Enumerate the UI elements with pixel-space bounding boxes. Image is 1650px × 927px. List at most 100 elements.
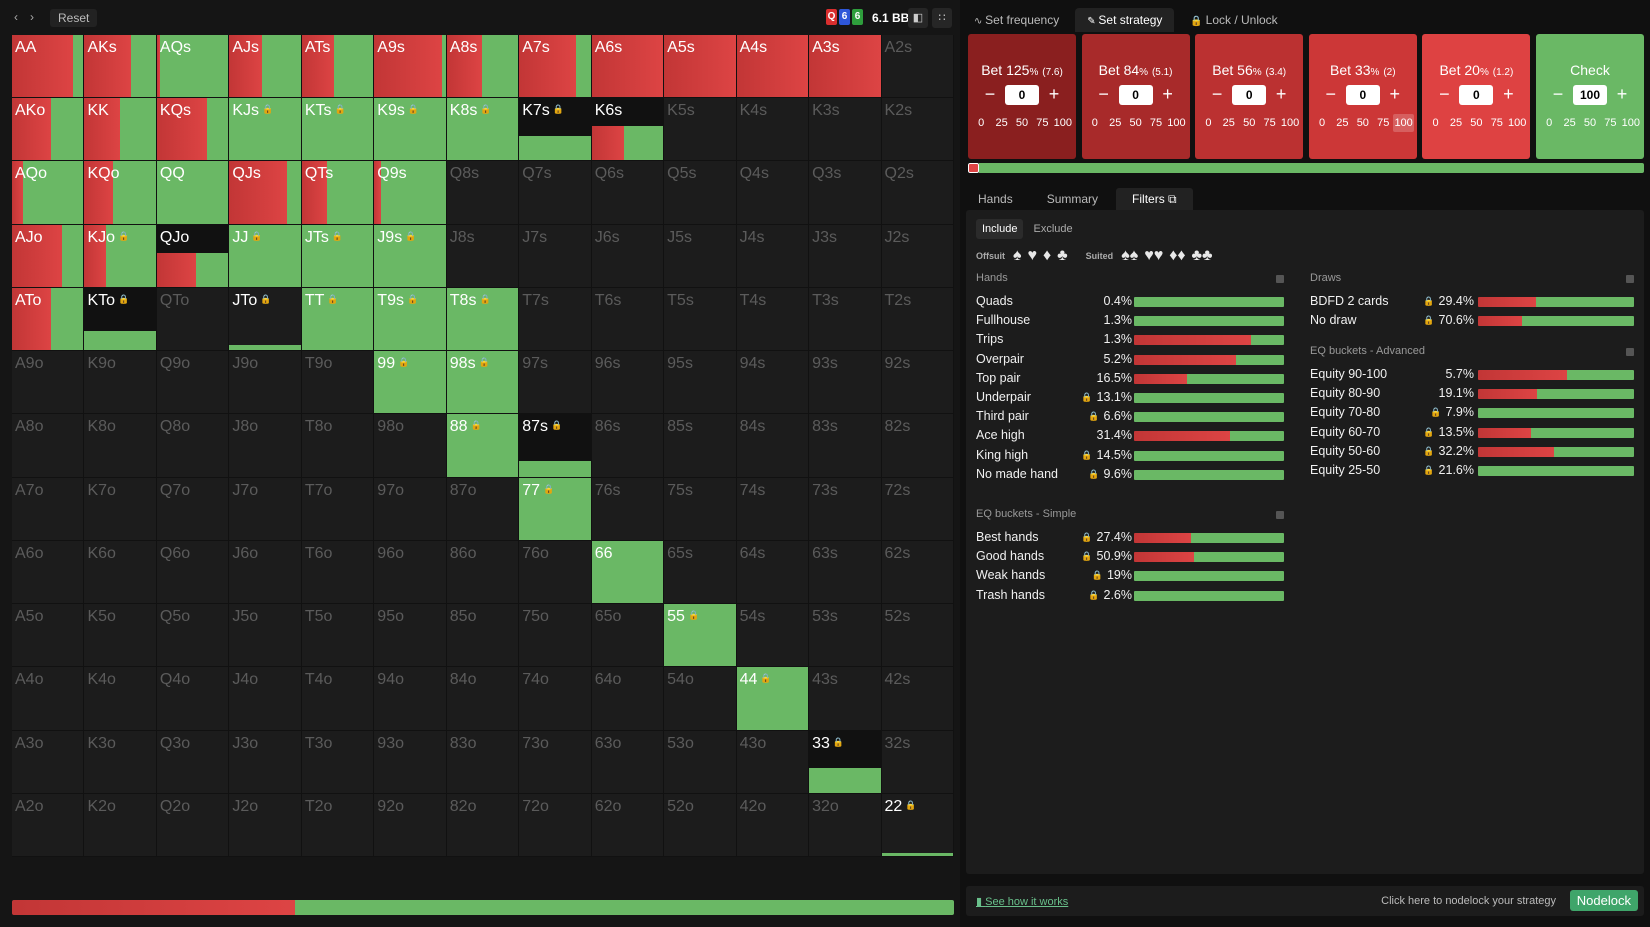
quick-value-75[interactable]: 75 (1149, 117, 1163, 129)
hand-cell-44[interactable]: 44 🔒 (736, 667, 810, 731)
quick-value-25[interactable]: 25 (1449, 117, 1463, 129)
tab-filters[interactable]: Filters ⧉ (1116, 188, 1193, 210)
hand-cell-K8o[interactable]: K8o (84, 414, 157, 478)
hand-cell-Q7s[interactable]: Q7s (519, 161, 592, 225)
hand-cell-KTs[interactable]: KTs 🔒 (301, 98, 375, 162)
filter-row-no-made-hand[interactable]: No made hand 🔒 9.6% (976, 465, 1284, 484)
plus-icon[interactable]: + (1048, 84, 1060, 104)
hand-cell-K3o[interactable]: K3o (84, 730, 157, 794)
quick-value-0[interactable]: 0 (1091, 117, 1098, 129)
hand-cell-T8s[interactable]: T8s 🔒 (446, 287, 520, 352)
hand-cell-J6s[interactable]: J6s (591, 224, 665, 288)
hand-cell-96o[interactable]: 96o (374, 540, 447, 605)
hand-cell-ATs[interactable]: ATs (301, 35, 375, 99)
hand-cell-82o[interactable]: 82o (446, 793, 520, 857)
hand-cell-K7o[interactable]: K7o (84, 477, 157, 541)
hand-cell-73s[interactable]: 73s (809, 477, 882, 541)
quick-value-100[interactable]: 100 (1280, 117, 1300, 129)
hand-cell-65o[interactable]: 65o (591, 604, 665, 668)
hand-cell-Q3s[interactable]: Q3s (809, 161, 882, 225)
minus-icon[interactable]: − (1098, 84, 1109, 104)
hand-cell-A6o[interactable]: A6o (12, 540, 85, 605)
hand-cell-65s[interactable]: 65s (664, 540, 737, 605)
hand-cell-76o[interactable]: 76o (519, 540, 592, 605)
hand-cell-99[interactable]: 99 🔒 (374, 351, 447, 415)
hand-cell-98o[interactable]: 98o (374, 414, 447, 478)
filter-row-third-pair[interactable]: Third pair 🔒 6.6% (976, 407, 1284, 426)
filter-row-ace-high[interactable]: Ace high 31.4% (976, 426, 1284, 445)
nodelock-button[interactable]: Nodelock (1569, 890, 1638, 911)
chevron-right-icon[interactable]: › (30, 10, 34, 24)
quick-value-100[interactable]: 100 (1053, 117, 1072, 129)
hand-cell-94s[interactable]: 94s (736, 351, 810, 415)
tab-lock-unlock[interactable]: 🔒 Lock / Unlock (1178, 8, 1289, 32)
filter-row-fullhouse[interactable]: Fullhouse 1.3% (976, 311, 1284, 330)
hand-cell-T9s[interactable]: T9s 🔒 (374, 287, 447, 352)
hand-cell-T4o[interactable]: T4o (301, 667, 375, 731)
hand-cell-A2o[interactable]: A2o (12, 793, 85, 857)
hand-cell-J4o[interactable]: J4o (229, 667, 302, 731)
hand-cell-A4s[interactable]: A4s (736, 35, 810, 99)
hand-cell-KQs[interactable]: KQs (156, 98, 230, 162)
toggle-square-icon[interactable] (1276, 511, 1284, 519)
hand-cell-Q8s[interactable]: Q8s (446, 161, 520, 225)
quick-value-0[interactable]: 0 (1205, 117, 1212, 129)
suited-heart-icon[interactable]: ♥♥ (1144, 247, 1164, 264)
hand-cell-T6o[interactable]: T6o (301, 540, 375, 605)
hand-cell-T5s[interactable]: T5s (664, 287, 737, 352)
filter-row-weak-hands[interactable]: Weak hands 🔒 19% (976, 566, 1284, 585)
hand-cell-92s[interactable]: 92s (881, 351, 954, 415)
filter-row-bdfd-2-cards[interactable]: BDFD 2 cards 🔒 29.4% (1310, 292, 1634, 311)
hand-cell-85o[interactable]: 85o (446, 604, 520, 668)
quick-value-0[interactable]: 0 (1546, 117, 1553, 129)
hand-cell-T8o[interactable]: T8o (301, 414, 375, 478)
contrast-icon[interactable]: ◧ (908, 8, 928, 28)
hand-cell-JTo[interactable]: JTo 🔒 (229, 287, 302, 352)
hand-cell-AQs[interactable]: AQs (156, 35, 230, 99)
hand-cell-T5o[interactable]: T5o (301, 604, 375, 668)
hand-cell-AQo[interactable]: AQo (12, 161, 85, 225)
quick-value-50[interactable]: 50 (1129, 117, 1142, 129)
hand-cell-96s[interactable]: 96s (591, 351, 665, 415)
hand-cell-53o[interactable]: 53o (664, 730, 737, 794)
hand-cell-J6o[interactable]: J6o (229, 540, 302, 605)
hand-cell-95s[interactable]: 95s (664, 351, 737, 415)
quick-value-75[interactable]: 75 (1263, 117, 1276, 129)
hand-cell-74s[interactable]: 74s (736, 477, 810, 541)
hand-cell-98s[interactable]: 98s 🔒 (446, 351, 520, 415)
hand-cell-QJs[interactable]: QJs (229, 161, 302, 225)
hand-cell-62s[interactable]: 62s (881, 540, 954, 605)
hand-cell-32o[interactable]: 32o (809, 793, 882, 857)
quick-value-25[interactable]: 25 (1336, 117, 1349, 129)
hand-cell-T3s[interactable]: T3s (809, 287, 882, 352)
hand-cell-83o[interactable]: 83o (446, 730, 520, 794)
hand-cell-K6s[interactable]: K6s (591, 98, 665, 162)
hand-cell-72o[interactable]: 72o (519, 793, 592, 857)
quick-value-50[interactable]: 50 (1356, 117, 1369, 129)
hand-cell-A2s[interactable]: A2s (881, 35, 954, 99)
hand-cell-64s[interactable]: 64s (736, 540, 810, 605)
hand-cell-74o[interactable]: 74o (519, 667, 592, 731)
hand-cell-J5s[interactable]: J5s (664, 224, 737, 288)
hand-cell-Q8o[interactable]: Q8o (156, 414, 230, 478)
diamond-icon[interactable]: ♦ (1043, 247, 1052, 264)
hand-cell-J3s[interactable]: J3s (809, 224, 882, 288)
hand-cell-A7o[interactable]: A7o (12, 477, 85, 541)
hand-cell-T4s[interactable]: T4s (736, 287, 810, 352)
hand-cell-Q4o[interactable]: Q4o (156, 667, 230, 731)
hand-cell-K4o[interactable]: K4o (84, 667, 157, 731)
hand-cell-97o[interactable]: 97o (374, 477, 447, 541)
filter-row-top-pair[interactable]: Top pair 16.5% (976, 369, 1284, 388)
filter-row-equity-60-70[interactable]: Equity 60-70 🔒 13.5% (1310, 423, 1634, 442)
hand-cell-J5o[interactable]: J5o (229, 604, 302, 668)
hand-cell-K2o[interactable]: K2o (84, 793, 157, 857)
hand-cell-AKo[interactable]: AKo (12, 98, 85, 162)
hand-cell-43o[interactable]: 43o (736, 730, 810, 794)
club-icon[interactable]: ♣ (1057, 247, 1068, 264)
hand-cell-Q7o[interactable]: Q7o (156, 477, 230, 541)
hand-cell-Q6o[interactable]: Q6o (156, 540, 230, 605)
filter-row-equity-80-90[interactable]: Equity 80-90 19.1% (1310, 384, 1634, 403)
hand-cell-K4s[interactable]: K4s (736, 98, 810, 162)
filter-row-quads[interactable]: Quads 0.4% (976, 292, 1284, 311)
hand-cell-A3o[interactable]: A3o (12, 730, 85, 794)
